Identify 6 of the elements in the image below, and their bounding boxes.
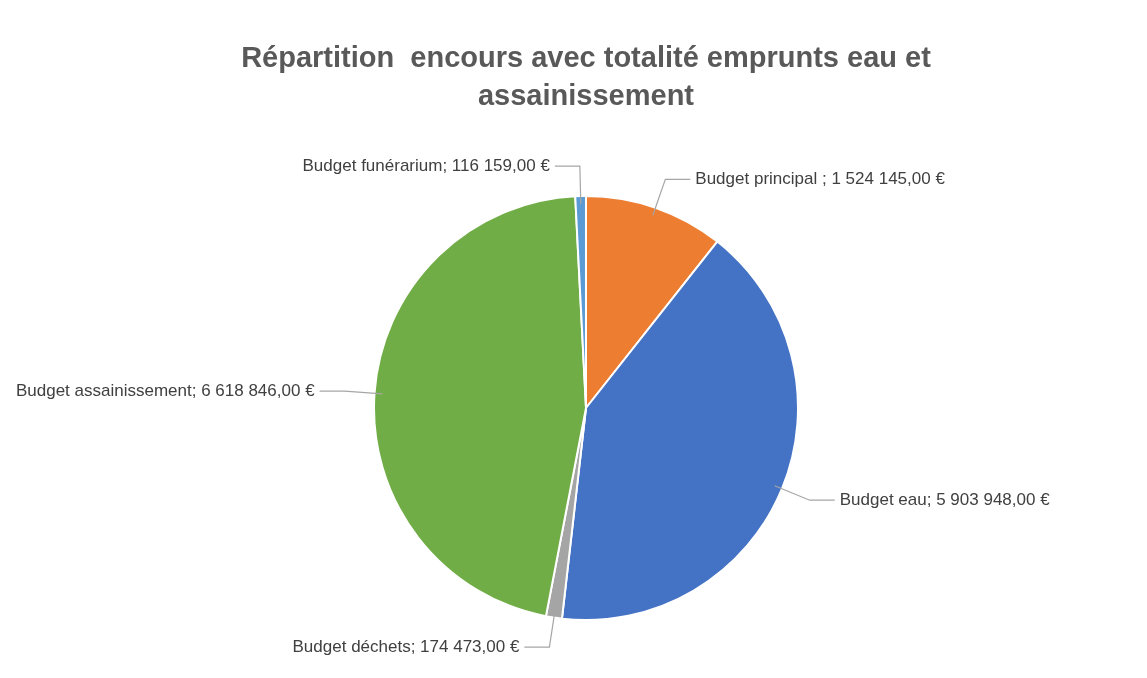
slice-label: Budget déchets; 174 473,00 € xyxy=(292,636,520,656)
chart-title: Répartition encours avec totalité emprunts eau et assainissement xyxy=(240,40,932,113)
slice-label: Budget eau; 5 903 948,00 € xyxy=(839,489,1051,509)
slice-label: Budget assainissement; 6 618 846,00 € xyxy=(15,380,316,400)
slice-label: Budget funérarium; 116 159,00 € xyxy=(302,155,551,175)
slice-label: Budget principal ; 1 524 145,00 € xyxy=(695,169,946,189)
